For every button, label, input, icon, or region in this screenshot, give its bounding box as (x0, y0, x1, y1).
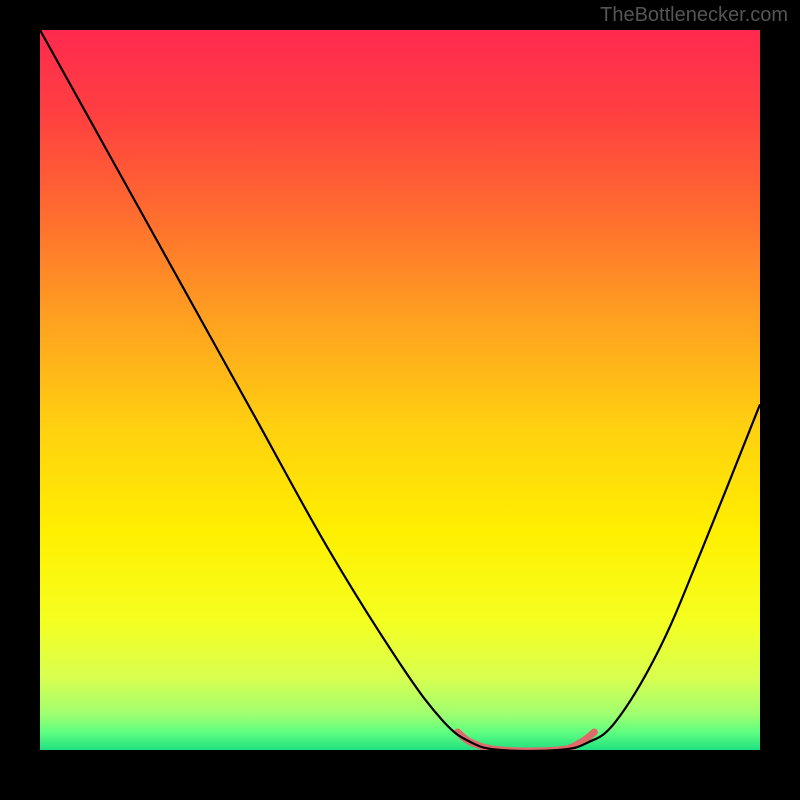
watermark-text: TheBottlenecker.com (600, 4, 788, 27)
chart-container (40, 30, 760, 750)
bottleneck-curve (40, 30, 760, 750)
chart-lines (40, 30, 760, 750)
